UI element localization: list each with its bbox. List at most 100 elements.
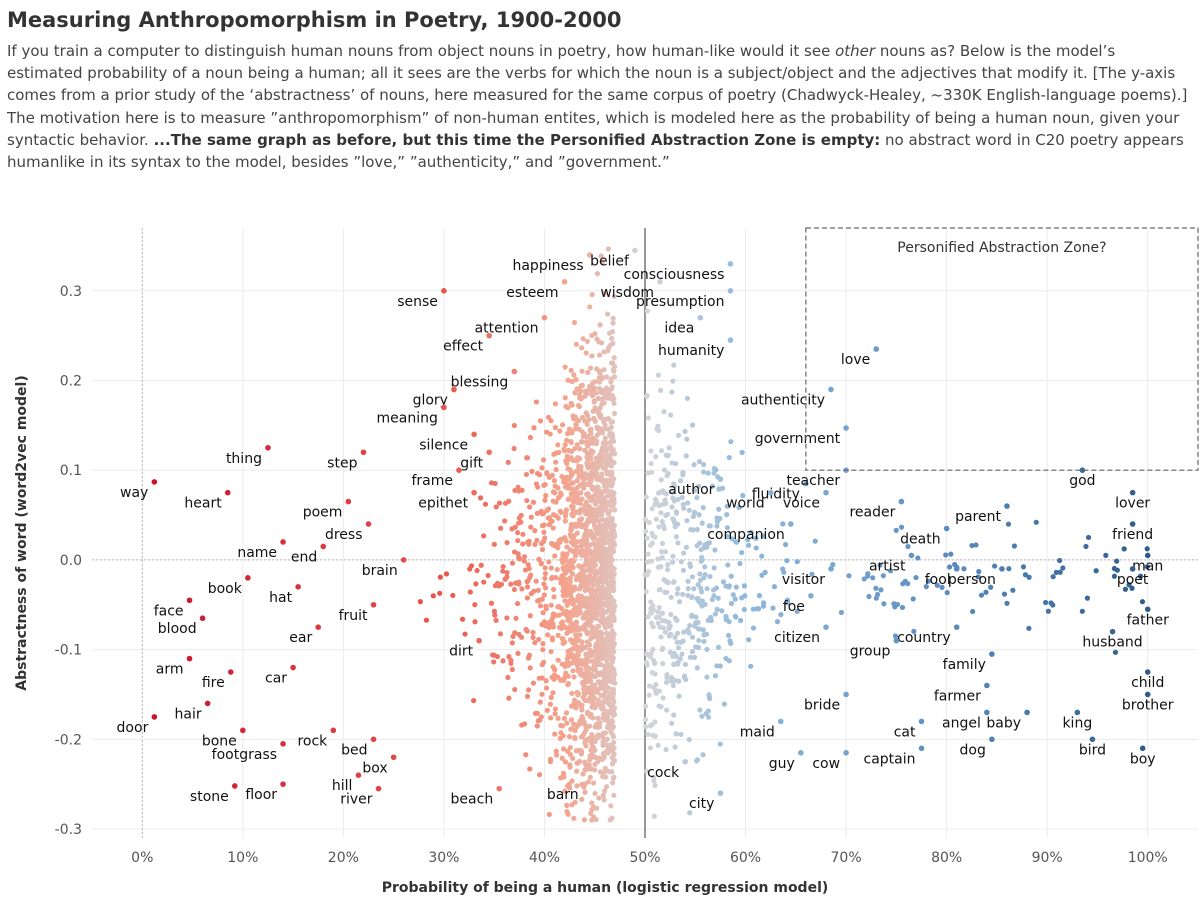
data-point [705, 708, 711, 714]
data-point [672, 615, 678, 621]
data-point-footgrass [280, 741, 286, 747]
data-point [597, 322, 603, 328]
word-label-book: book [208, 581, 243, 597]
data-point-authenticity [828, 386, 834, 393]
data-point [658, 510, 664, 516]
data-point [573, 468, 579, 474]
data-point [911, 628, 917, 634]
data-point [603, 374, 610, 380]
data-point [568, 527, 574, 533]
data-point [567, 481, 574, 487]
data-point [809, 571, 815, 577]
data-point [504, 615, 510, 621]
data-point [572, 799, 578, 805]
data-point [534, 537, 540, 543]
data-point [601, 477, 608, 483]
data-point [584, 601, 591, 607]
data-point [608, 803, 614, 809]
data-point [671, 362, 677, 368]
word-label-city: city [689, 796, 714, 812]
data-point [658, 549, 665, 555]
word-label-car: car [265, 671, 287, 687]
data-point [555, 674, 561, 680]
data-point [536, 636, 542, 643]
data-point [611, 530, 618, 537]
data-point [673, 534, 679, 540]
data-point [609, 384, 615, 390]
data-point [732, 613, 738, 619]
data-point [611, 354, 617, 361]
word-label-citizen: citizen [774, 630, 820, 646]
data-point [603, 463, 609, 470]
data-point [571, 372, 577, 378]
data-point [725, 562, 731, 568]
data-point [531, 588, 537, 594]
data-point [609, 541, 615, 547]
data-point [524, 455, 530, 461]
word-label-brain: brain [362, 563, 398, 579]
x-tick-label: 30% [428, 850, 459, 866]
data-point [598, 415, 604, 421]
data-point [892, 633, 899, 639]
word-label-river: river [340, 792, 373, 808]
data-point [671, 483, 677, 489]
data-point [600, 591, 606, 597]
data-point [575, 549, 582, 555]
data-point-guy [798, 749, 804, 756]
data-point-dirt [476, 637, 482, 644]
data-point [1093, 568, 1099, 574]
data-point [601, 419, 607, 425]
word-label-rock: rock [297, 733, 328, 749]
data-point [587, 757, 593, 763]
data-point [473, 581, 479, 587]
data-point [666, 445, 672, 451]
data-point [603, 385, 610, 391]
data-point [532, 640, 538, 646]
data-point [567, 582, 573, 589]
data-point [588, 452, 594, 458]
data-point [658, 634, 664, 640]
data-point [565, 377, 571, 383]
data-point-hill [355, 772, 362, 779]
data-point [704, 674, 710, 680]
data-point-family [989, 651, 995, 657]
data-point [579, 646, 585, 653]
data-point [692, 487, 698, 494]
data-point [599, 471, 605, 477]
data-point [468, 563, 475, 569]
data-point [599, 619, 605, 625]
data-point [609, 608, 615, 615]
data-point [606, 593, 612, 599]
data-point-king [1074, 709, 1081, 716]
data-point [575, 690, 582, 696]
data-point [782, 541, 789, 548]
desc-text-1: If you train a computer to distinguish h… [7, 42, 836, 60]
data-point [609, 430, 615, 437]
data-point [527, 613, 533, 619]
data-point [502, 576, 508, 582]
data-point [679, 494, 685, 500]
data-point [664, 473, 670, 479]
data-point-maid [777, 718, 784, 725]
data-point [572, 426, 578, 432]
data-point-child [1144, 669, 1151, 675]
data-point-epithet [471, 489, 477, 496]
data-point [508, 657, 514, 663]
data-point [600, 600, 606, 606]
data-point-man [1144, 552, 1151, 559]
word-label-barn: barn [547, 787, 579, 803]
data-point [568, 717, 575, 723]
data-point [579, 540, 585, 547]
data-point [579, 368, 585, 374]
data-point [535, 587, 541, 593]
data-point [602, 694, 608, 700]
data-point [742, 593, 748, 599]
data-point [737, 560, 743, 567]
x-tick-label: 70% [831, 850, 862, 866]
data-point [526, 687, 532, 693]
data-point [604, 446, 610, 453]
data-point [712, 673, 719, 679]
data-point [595, 697, 602, 703]
data-point [670, 682, 676, 689]
data-point [745, 536, 751, 543]
